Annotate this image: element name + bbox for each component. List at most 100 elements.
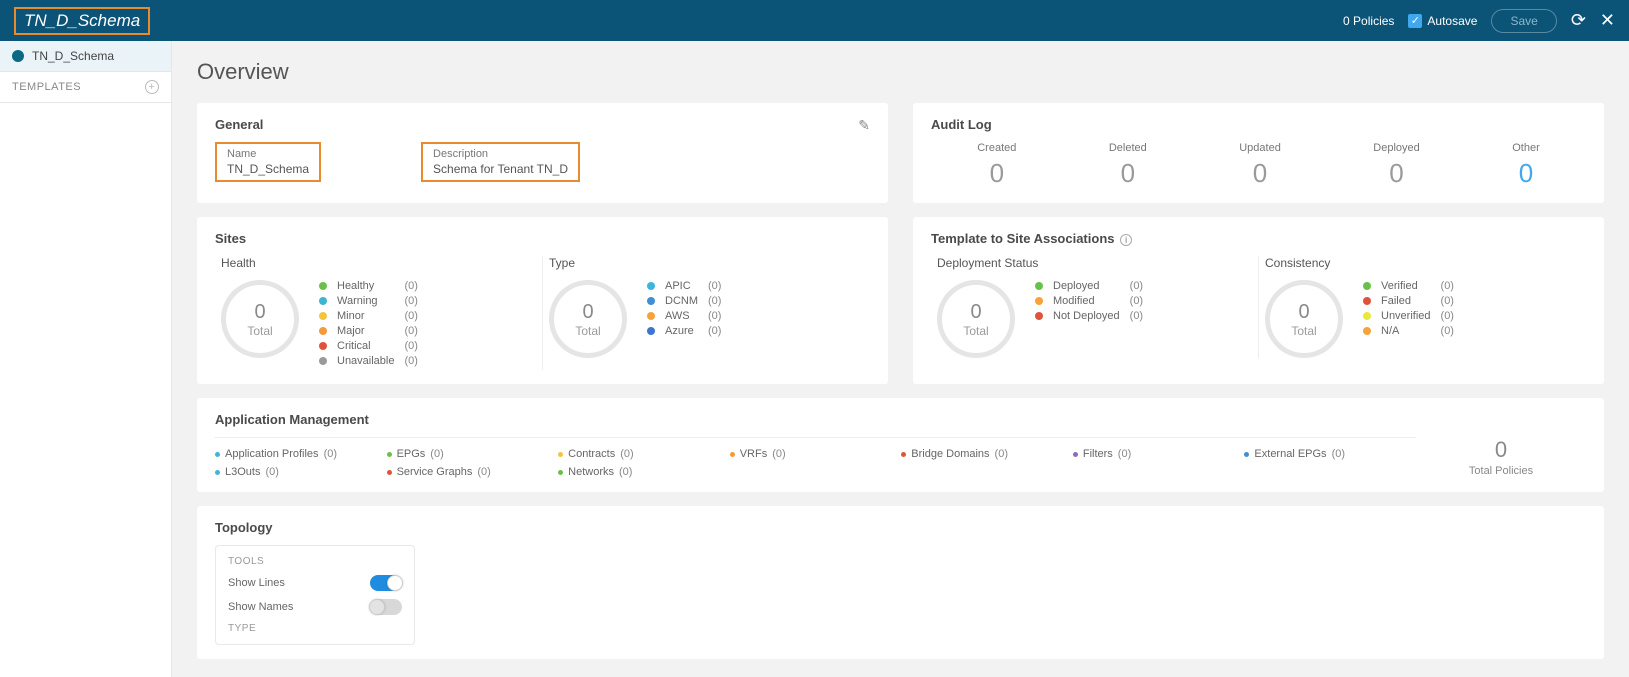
tools-label: TOOLS <box>228 556 402 567</box>
info-icon[interactable]: i <box>1120 234 1132 246</box>
legend-name: Minor <box>337 310 394 322</box>
audit-label: Deleted <box>1109 142 1147 154</box>
appmgmt-swatch <box>558 452 563 457</box>
audit-item: Deleted 0 <box>1109 142 1147 189</box>
topbar-right: 0 Policies ✓ Autosave Save ⟳ ✕ <box>1343 9 1615 33</box>
health-total-num: 0 <box>254 301 265 324</box>
appmgmt-name: EPGs <box>397 448 426 460</box>
audit-item: Updated0 <box>1239 142 1281 189</box>
save-button[interactable]: Save <box>1491 9 1556 33</box>
audit-log-card: Audit Log Created0Deleted0Updated0Deploy… <box>913 103 1604 203</box>
legend-count: (0) <box>708 280 721 292</box>
appmgmt-item[interactable]: Application Profiles (0) <box>215 448 387 460</box>
legend-swatch <box>647 312 655 320</box>
legend-count: (0) <box>404 340 417 352</box>
add-template-icon[interactable]: + <box>145 80 159 94</box>
type-total-lbl: Total <box>575 324 600 338</box>
appmgmt-title: Application Management <box>215 412 1586 427</box>
templates-label: TEMPLATES <box>12 81 81 93</box>
legend-row: Critical(0) <box>319 340 418 352</box>
show-lines-toggle[interactable] <box>370 575 402 591</box>
legend-row: Unverified(0) <box>1363 310 1454 322</box>
legend-swatch <box>319 357 327 365</box>
health-title: Health <box>221 256 536 270</box>
appmgmt-swatch <box>387 470 392 475</box>
legend-row: Healthy(0) <box>319 280 418 292</box>
legend-name: Azure <box>665 325 698 337</box>
schema-title[interactable]: TN_D_Schema <box>14 7 150 35</box>
legend-swatch <box>1035 312 1043 320</box>
audit-label: Created <box>977 142 1016 154</box>
appmgmt-swatch <box>730 452 735 457</box>
appmgmt-item[interactable]: External EPGs (0) <box>1244 448 1416 460</box>
appmgmt-item[interactable]: VRFs (0) <box>730 448 902 460</box>
appmgmt-name: Contracts <box>568 448 615 460</box>
legend-name: Warning <box>337 295 394 307</box>
legend-swatch <box>319 327 327 335</box>
refresh-icon[interactable]: ⟳ <box>1571 10 1586 31</box>
appmgmt-item[interactable]: L3Outs (0) <box>215 466 387 478</box>
audit-label: Deployed <box>1373 142 1419 154</box>
legend-count: (0) <box>404 310 417 322</box>
appmgmt-card: Application Management Application Profi… <box>197 398 1604 492</box>
legend-row: DCNM(0) <box>647 295 721 307</box>
legend-name: Unavailable <box>337 355 394 367</box>
topology-tools: TOOLS Show Lines Show Names TYPE <box>215 545 415 645</box>
legend-row: Modified(0) <box>1035 295 1143 307</box>
legend-row: AWS (0) <box>647 310 721 322</box>
appmgmt-count: (0) <box>324 448 337 460</box>
legend-name: N/A <box>1381 325 1431 337</box>
name-field: Name TN_D_Schema <box>215 142 321 182</box>
consist-title: Consistency <box>1265 256 1580 270</box>
autosave-toggle[interactable]: ✓ Autosave <box>1408 14 1477 28</box>
appmgmt-name: L3Outs <box>225 466 260 478</box>
audit-item: Deployed0 <box>1373 142 1419 189</box>
appmgmt-item[interactable]: Contracts (0) <box>558 448 730 460</box>
appmgmt-item[interactable]: Service Graphs (0) <box>387 466 559 478</box>
legend-row: Minor (0) <box>319 310 418 322</box>
schema-icon <box>12 50 24 62</box>
legend-name: Verified <box>1381 280 1431 292</box>
show-names-toggle[interactable] <box>370 599 402 615</box>
legend-name: Modified <box>1053 295 1120 307</box>
close-icon[interactable]: ✕ <box>1600 10 1615 31</box>
appmgmt-swatch <box>1244 452 1249 457</box>
legend-swatch <box>1363 282 1371 290</box>
legend-swatch <box>647 297 655 305</box>
legend-row: Major(0) <box>319 325 418 337</box>
appmgmt-item[interactable]: Networks (0) <box>558 466 730 478</box>
appmgmt-grid: Application Profiles (0)EPGs (0)Contract… <box>215 437 1416 478</box>
audit-value: 0 <box>1239 158 1281 189</box>
legend-count: (0) <box>1441 280 1454 292</box>
appmgmt-swatch <box>215 470 220 475</box>
autosave-label: Autosave <box>1427 14 1477 28</box>
name-value: TN_D_Schema <box>227 162 309 176</box>
deploy-legend: Deployed(0)Modified(0)Not Deployed(0) <box>1035 280 1143 325</box>
legend-count: (0) <box>708 325 721 337</box>
appmgmt-name: Networks <box>568 466 614 478</box>
desc-label: Description <box>433 148 568 160</box>
legend-count: (0) <box>404 325 417 337</box>
legend-count: (0) <box>404 280 417 292</box>
edit-icon[interactable]: ✎ <box>858 117 870 134</box>
consist-donut: 0 Total <box>1265 280 1343 358</box>
legend-swatch <box>1363 297 1371 305</box>
audit-value: 0 <box>1512 158 1540 189</box>
consist-total-num: 0 <box>1298 301 1309 324</box>
appmgmt-count: (0) <box>995 448 1008 460</box>
description-field: Description Schema for Tenant TN_D <box>421 142 580 182</box>
sidebar-schema-item[interactable]: TN_D_Schema <box>0 41 171 72</box>
legend-row: Azure (0) <box>647 325 721 337</box>
audit-value: 0 <box>1109 158 1147 189</box>
policies-total: 0 Total Policies <box>1416 437 1586 477</box>
legend-count: (0) <box>1130 310 1143 322</box>
audit-value: 0 <box>977 158 1016 189</box>
appmgmt-count: (0) <box>619 466 632 478</box>
legend-name: AWS <box>665 310 698 322</box>
tsa-card: Template to Site Associations i Deployme… <box>913 217 1604 384</box>
appmgmt-item[interactable]: Filters (0) <box>1073 448 1245 460</box>
appmgmt-item[interactable]: Bridge Domains (0) <box>901 448 1073 460</box>
legend-count: (0) <box>708 310 721 322</box>
audit-item: Created 0 <box>977 142 1016 189</box>
appmgmt-item[interactable]: EPGs (0) <box>387 448 559 460</box>
